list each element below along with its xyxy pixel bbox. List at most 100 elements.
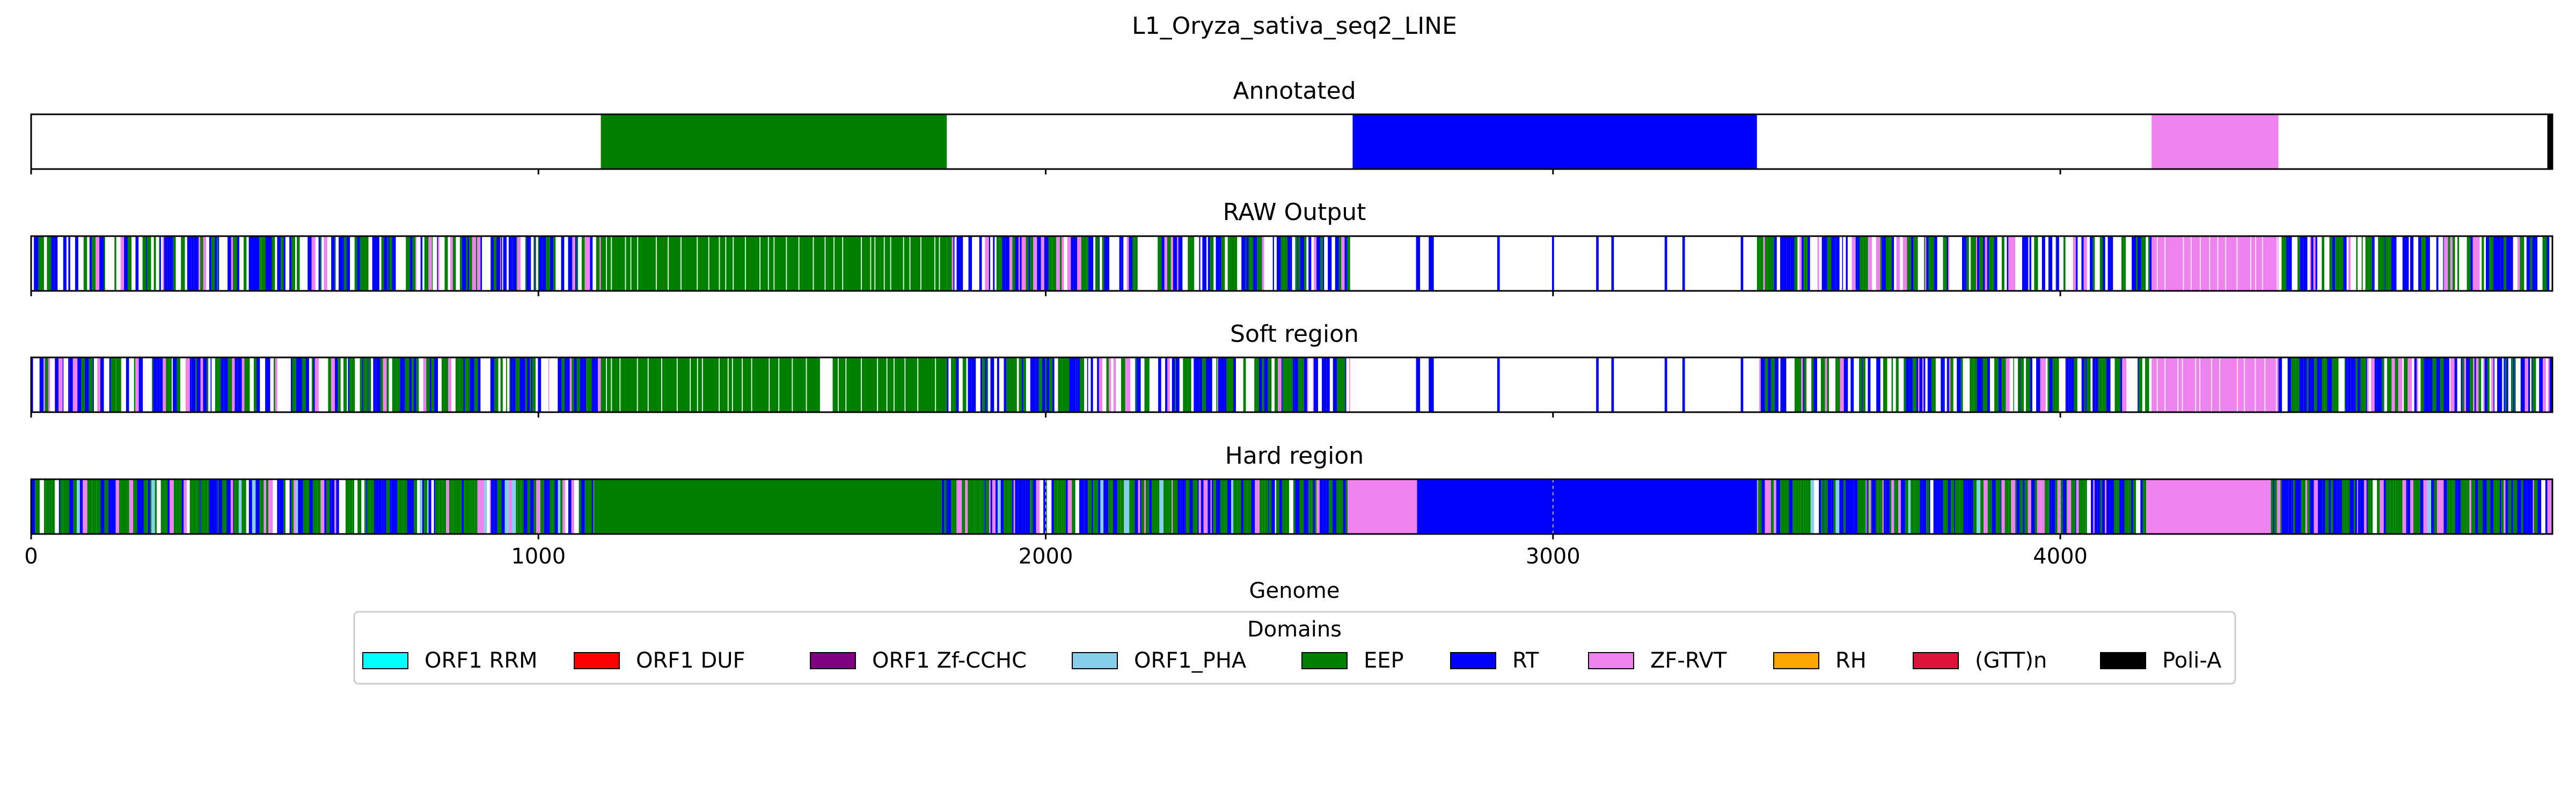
segment-gap bbox=[2255, 236, 2256, 291]
segment-zf-rvt bbox=[2464, 357, 2467, 412]
segment-eep bbox=[223, 479, 227, 534]
segment-zf-rvt bbox=[2423, 479, 2428, 534]
segment-eep bbox=[1081, 236, 1084, 291]
segment-eep bbox=[1308, 479, 1309, 534]
segment-eep bbox=[584, 479, 589, 534]
segment-eep bbox=[2087, 357, 2091, 412]
segment-rt bbox=[1091, 357, 1093, 412]
segment-eep bbox=[222, 479, 223, 534]
segment-rt bbox=[1429, 357, 1434, 412]
segment-gap bbox=[637, 236, 639, 291]
segment-zf-rvt bbox=[1767, 479, 1771, 534]
segment-eep bbox=[1890, 479, 1892, 534]
segment-eep bbox=[2504, 236, 2506, 291]
segment-zf-rvt bbox=[2402, 479, 2404, 534]
segment-rt bbox=[1664, 357, 1667, 412]
segment-eep bbox=[2513, 479, 2518, 534]
segment-rt bbox=[1251, 479, 1255, 534]
segment-eep bbox=[1094, 479, 1096, 534]
segment-eep bbox=[176, 479, 179, 534]
segment-rt bbox=[2019, 357, 2021, 412]
segment-rt bbox=[2069, 357, 2072, 412]
segment-eep bbox=[1794, 236, 1796, 291]
segment-zf-rvt bbox=[230, 479, 232, 534]
segment-rt bbox=[1018, 479, 1023, 534]
segment-rt bbox=[1212, 479, 1213, 534]
segment-rt bbox=[148, 479, 150, 534]
legend-label-orf1-duf: ORF1 DUF bbox=[636, 648, 745, 673]
segment-eep bbox=[1286, 479, 1290, 534]
segment-eep bbox=[1970, 357, 1974, 412]
segment-rt bbox=[1891, 236, 1894, 291]
segment-eep bbox=[560, 479, 563, 534]
segment-rt bbox=[437, 236, 438, 291]
segment-eep bbox=[1955, 479, 1960, 534]
segment-eep bbox=[283, 479, 286, 534]
legend-label-orf1-pha: ORF1_PHA bbox=[1134, 648, 1247, 673]
segment-rt bbox=[2319, 357, 2322, 412]
segment-rt bbox=[1831, 479, 1834, 534]
segment-rt bbox=[2508, 236, 2511, 291]
segment-rt bbox=[1916, 357, 1919, 412]
segment-rt bbox=[941, 479, 945, 534]
segment-eep bbox=[241, 479, 243, 534]
segment-rt bbox=[1900, 479, 1905, 534]
segment-eep bbox=[950, 236, 952, 291]
segment-rt bbox=[2549, 357, 2552, 412]
segment-eep bbox=[152, 357, 153, 412]
segment-zf-rvt bbox=[1865, 479, 1867, 534]
segment-eep bbox=[601, 114, 947, 169]
segment-rt bbox=[1268, 479, 1269, 534]
segment-eep bbox=[2505, 357, 2507, 412]
segment-orf1-pha bbox=[997, 479, 1001, 534]
segment-eep bbox=[982, 357, 985, 412]
segment-eep bbox=[193, 479, 196, 534]
segment-rt bbox=[1948, 357, 1949, 412]
segment-rt bbox=[100, 479, 105, 534]
segment-eep bbox=[1952, 357, 1953, 412]
segment-rt bbox=[81, 479, 83, 534]
segment-eep bbox=[1328, 479, 1333, 534]
segment-zf-rvt bbox=[1172, 479, 1173, 534]
segment-zf-rvt bbox=[571, 479, 574, 534]
segment-eep bbox=[386, 357, 389, 412]
segment-eep bbox=[2114, 357, 2117, 412]
segment-eep bbox=[1212, 479, 1215, 534]
segment-rt bbox=[375, 236, 376, 291]
segment-eep bbox=[1881, 479, 1883, 534]
segment-eep bbox=[1309, 479, 1312, 534]
segment-zf-rvt bbox=[2410, 479, 2413, 534]
segment-rt bbox=[1345, 357, 1346, 412]
legend-swatch-orf1-pha bbox=[1072, 652, 1118, 669]
segment-zf-rvt bbox=[2371, 357, 2375, 412]
segment-eep bbox=[412, 357, 414, 412]
segment-rt bbox=[1333, 479, 1336, 534]
segment-zf-rvt bbox=[1869, 479, 1871, 534]
segment-zf-rvt bbox=[294, 479, 296, 534]
segment-eep bbox=[1132, 479, 1135, 534]
segment-zf-rvt bbox=[1062, 236, 1064, 291]
segment-gap bbox=[611, 236, 612, 291]
segment-eep bbox=[1220, 479, 1224, 534]
segment-eep bbox=[1857, 479, 1860, 534]
segment-rt bbox=[199, 479, 201, 534]
segment-rt bbox=[561, 236, 565, 291]
panel-title-hard-region: Hard region bbox=[1225, 442, 1364, 470]
segment-rt bbox=[1026, 479, 1030, 534]
segment-gap bbox=[2262, 236, 2263, 291]
segment-rt bbox=[2288, 479, 2292, 534]
segment-zf-rvt bbox=[2380, 479, 2384, 534]
segment-rt bbox=[2424, 357, 2425, 412]
segment-eep bbox=[1152, 479, 1156, 534]
segment-rt bbox=[997, 357, 999, 412]
segment-eep bbox=[1864, 479, 1866, 534]
segment-rt bbox=[1326, 479, 1329, 534]
segment-rt bbox=[1776, 479, 1778, 534]
segment-rt bbox=[1784, 236, 1787, 291]
segment-zf-rvt bbox=[2151, 236, 2279, 291]
segment-eep bbox=[354, 236, 357, 291]
segment-eep bbox=[1992, 236, 1995, 291]
segment-eep bbox=[2092, 236, 2095, 291]
segment-eep bbox=[980, 479, 985, 534]
segment-eep bbox=[1883, 357, 1887, 412]
